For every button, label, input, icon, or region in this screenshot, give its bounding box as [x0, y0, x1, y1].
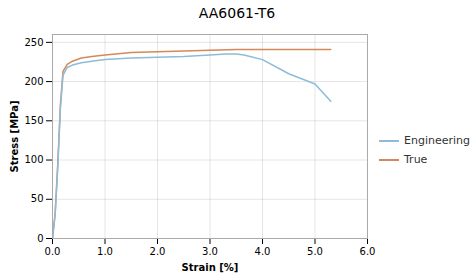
svg-text:3.0: 3.0: [202, 246, 218, 257]
svg-text:4.0: 4.0: [255, 246, 271, 257]
html-text:AA6061-T6: AA6061-T6: [198, 5, 276, 21]
html-text:Engineering: Engineering: [404, 134, 470, 147]
svg-text:100: 100: [24, 154, 43, 165]
svg-text:2.0: 2.0: [150, 246, 166, 257]
svg-text:5.0: 5.0: [307, 246, 323, 257]
svg-text:150: 150: [24, 115, 43, 126]
svg-text:0.0: 0.0: [45, 246, 61, 257]
svg-text:1.0: 1.0: [97, 246, 113, 257]
svg-text:250: 250: [24, 37, 43, 48]
svg-text:Stress [MPa]: Stress [MPa]: [9, 101, 20, 173]
html-text:True: True: [404, 153, 428, 166]
svg-text:Strain [%]: Strain [%]: [182, 262, 239, 273]
svg-text:0: 0: [37, 233, 43, 244]
svg-text:50: 50: [31, 193, 44, 204]
svg-text:6.0: 6.0: [360, 246, 376, 257]
svg-text:200: 200: [24, 76, 43, 87]
